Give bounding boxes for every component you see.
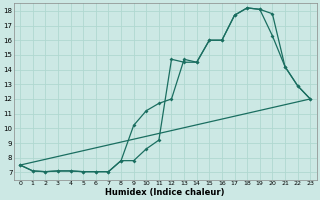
X-axis label: Humidex (Indice chaleur): Humidex (Indice chaleur): [106, 188, 225, 197]
